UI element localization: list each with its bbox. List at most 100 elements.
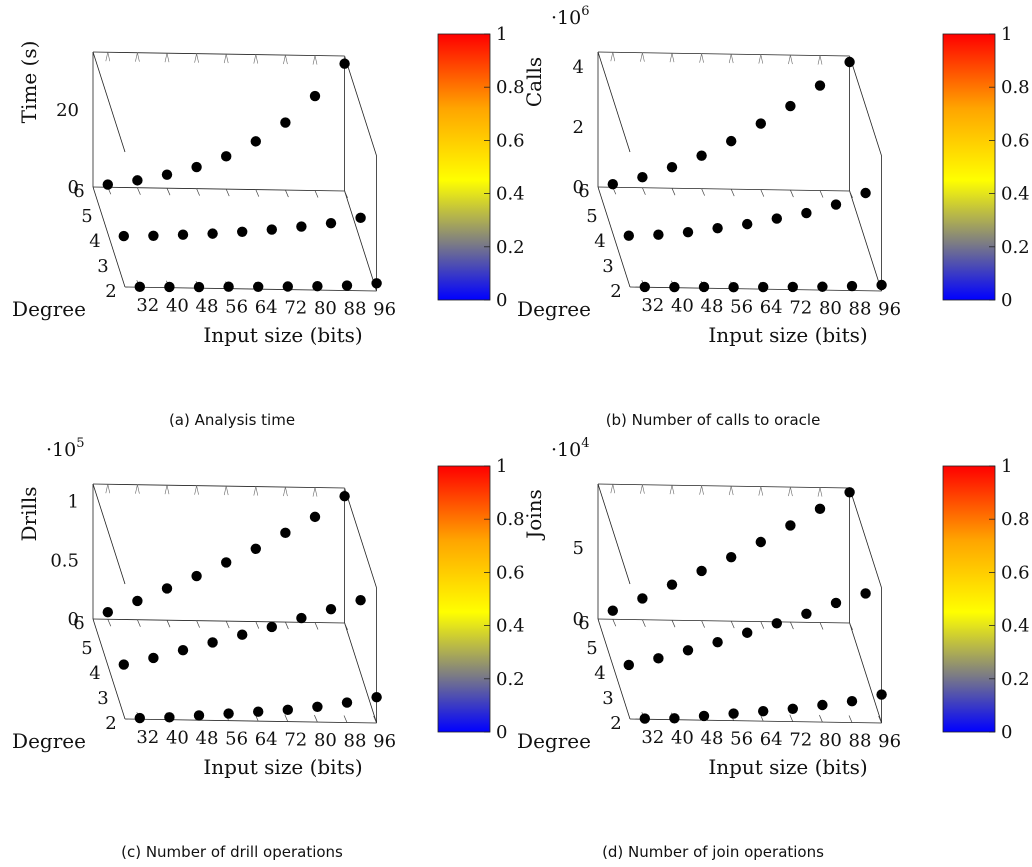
- grid-tick-mark: [225, 54, 229, 64]
- x-tick-mark: [284, 714, 289, 722]
- x-tick-mark: [819, 622, 824, 630]
- grid-tick-mark: [669, 485, 673, 495]
- x-tick-label: 72: [789, 730, 812, 751]
- axis-box-edge: [597, 51, 631, 153]
- y-tick-label: 5: [586, 206, 597, 227]
- x-tick-mark: [343, 715, 348, 723]
- axis-box-edge: [597, 483, 850, 489]
- colorbar-tick-label: 0.8: [496, 77, 525, 98]
- x-tick-mark: [671, 188, 676, 196]
- grid-tick-mark: [194, 53, 197, 63]
- z-exponent-label: ·106: [551, 4, 590, 29]
- z-tick-label: 5: [573, 538, 584, 559]
- grid-tick-mark: [137, 52, 140, 62]
- x-tick-label: 32: [641, 727, 664, 748]
- colorbar-tick-label: 1: [496, 456, 507, 477]
- data-point: [653, 653, 664, 664]
- x-tick-mark: [701, 620, 705, 628]
- data-point: [726, 551, 737, 563]
- z-exponent-label: ·105: [46, 436, 85, 461]
- axis-box-edge: [92, 618, 126, 720]
- x-tick-label: 56: [730, 729, 753, 750]
- data-point: [696, 565, 707, 577]
- grid-tick-mark: [253, 486, 257, 496]
- grid-tick-mark: [730, 486, 734, 496]
- z-axis-title: Drills: [17, 486, 41, 541]
- grid-tick-mark: [671, 485, 675, 495]
- x-tick-label: 40: [671, 728, 694, 749]
- data-point: [161, 583, 173, 594]
- data-point: [148, 230, 159, 241]
- axis-box-edge: [597, 618, 631, 720]
- axis-box-edge: [124, 718, 377, 724]
- data-point: [755, 118, 766, 129]
- data-point: [801, 207, 812, 219]
- data-point: [134, 712, 145, 724]
- x-tick-label: 64: [255, 729, 278, 750]
- colorbar-tick-label: 0: [1001, 290, 1012, 311]
- chart-caption: (d) Number of join operations: [602, 843, 824, 861]
- y-tick-label: 3: [602, 688, 613, 709]
- data-point: [666, 579, 678, 590]
- x-tick-label: 64: [760, 297, 783, 318]
- data-point: [758, 281, 769, 293]
- data-point: [325, 603, 337, 615]
- grid-tick-mark: [699, 485, 702, 495]
- x-tick-label: 40: [166, 296, 189, 317]
- y-tick-label: 2: [105, 281, 116, 302]
- data-point: [860, 187, 871, 199]
- grid-tick-mark: [135, 52, 138, 62]
- data-point: [623, 230, 634, 241]
- data-point: [637, 172, 648, 183]
- colorbar-tick-label: 0.8: [1001, 509, 1030, 530]
- x-tick-label: 32: [136, 295, 159, 316]
- y-tick-label: 3: [602, 256, 613, 277]
- colorbar-tick-label: 1: [1001, 24, 1012, 45]
- data-point: [312, 701, 323, 712]
- data-point: [221, 151, 232, 162]
- data-point: [755, 536, 766, 548]
- x-tick-label: 40: [671, 296, 694, 317]
- x-tick-mark: [344, 622, 348, 631]
- axis-box-edge: [344, 55, 377, 157]
- grid-tick-mark: [728, 486, 732, 496]
- axis-box: [597, 483, 883, 724]
- x-tick-label: 48: [701, 728, 724, 749]
- data-point: [223, 708, 234, 719]
- grid-tick-mark: [640, 52, 643, 62]
- data-point: [814, 503, 826, 515]
- data-point: [102, 179, 114, 190]
- data-point: [771, 213, 782, 224]
- data-point: [161, 169, 173, 180]
- data-point: [876, 279, 887, 291]
- data-point: [177, 229, 189, 240]
- grid-tick-mark: [699, 53, 702, 63]
- data-point: [801, 608, 812, 619]
- data-point: [280, 527, 291, 539]
- data-point: [339, 58, 350, 69]
- grid-tick-mark: [314, 487, 318, 497]
- x-tick-mark: [789, 714, 794, 722]
- data-point: [846, 696, 858, 707]
- data-point: [177, 645, 189, 656]
- axis-box-edge: [92, 186, 126, 288]
- data-points: [102, 491, 382, 724]
- y-tick-label: 3: [97, 256, 108, 277]
- data-point: [207, 637, 218, 648]
- x-tick-label: 48: [196, 728, 219, 749]
- data-point: [266, 224, 277, 235]
- x-tick-mark: [642, 619, 646, 627]
- x-tick-mark: [225, 620, 230, 629]
- grid-tick-mark: [642, 484, 645, 494]
- axis-box-edge: [92, 483, 345, 489]
- grid-tick-mark: [166, 485, 170, 495]
- x-tick-mark: [285, 621, 289, 630]
- x-tick-mark: [255, 621, 260, 629]
- x-tick-mark: [730, 620, 735, 629]
- grid-tick-mark: [817, 487, 821, 497]
- colorbar-tick-label: 0.2: [496, 669, 525, 690]
- data-point: [639, 713, 650, 724]
- grid-tick-mark: [790, 54, 793, 65]
- data-point: [164, 281, 175, 293]
- colorbar-tick-label: 0.6: [1001, 130, 1030, 151]
